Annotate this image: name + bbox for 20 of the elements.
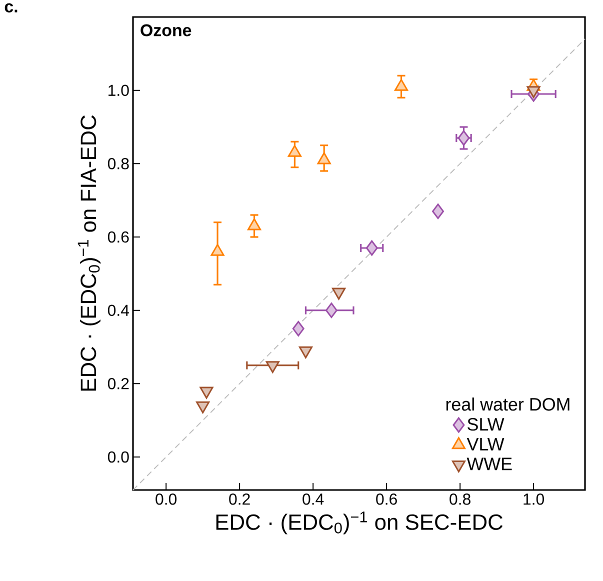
x-axis-title: EDC · (EDC$_{0}$)$^{−1}$ on SEC-EDC bbox=[216, 512, 503, 534]
y-tick-label: 0.2 bbox=[108, 378, 129, 390]
x-tick-label: 0.2 bbox=[229, 494, 250, 505]
x-tick-label: 0.0 bbox=[156, 494, 177, 505]
legend-label: WWE bbox=[466, 458, 512, 470]
y-tick-label: 0.0 bbox=[108, 451, 129, 463]
text: c. bbox=[4, 3, 18, 12]
y-tick-label: 1.0 bbox=[108, 84, 129, 96]
x-tick-label: 1.0 bbox=[524, 494, 544, 505]
legend-label: VLW bbox=[466, 438, 504, 450]
x-tick-label: 0.6 bbox=[376, 494, 397, 505]
y-tick-label: 0.6 bbox=[108, 231, 129, 243]
chart-title: Ozone bbox=[140, 24, 192, 36]
legend-title: real water DOM bbox=[446, 398, 570, 411]
x-tick-label: 0.8 bbox=[450, 494, 470, 505]
y-tick-label: 0.4 bbox=[108, 304, 130, 316]
y-tick-label: 0.8 bbox=[108, 158, 129, 170]
legend-label: SLW bbox=[468, 418, 504, 431]
y-axis-title: EDC · (EDC$_{0}$)$^{−1}$ on FIA-EDC bbox=[78, 115, 100, 391]
x-tick-label: 0.4 bbox=[302, 494, 324, 505]
